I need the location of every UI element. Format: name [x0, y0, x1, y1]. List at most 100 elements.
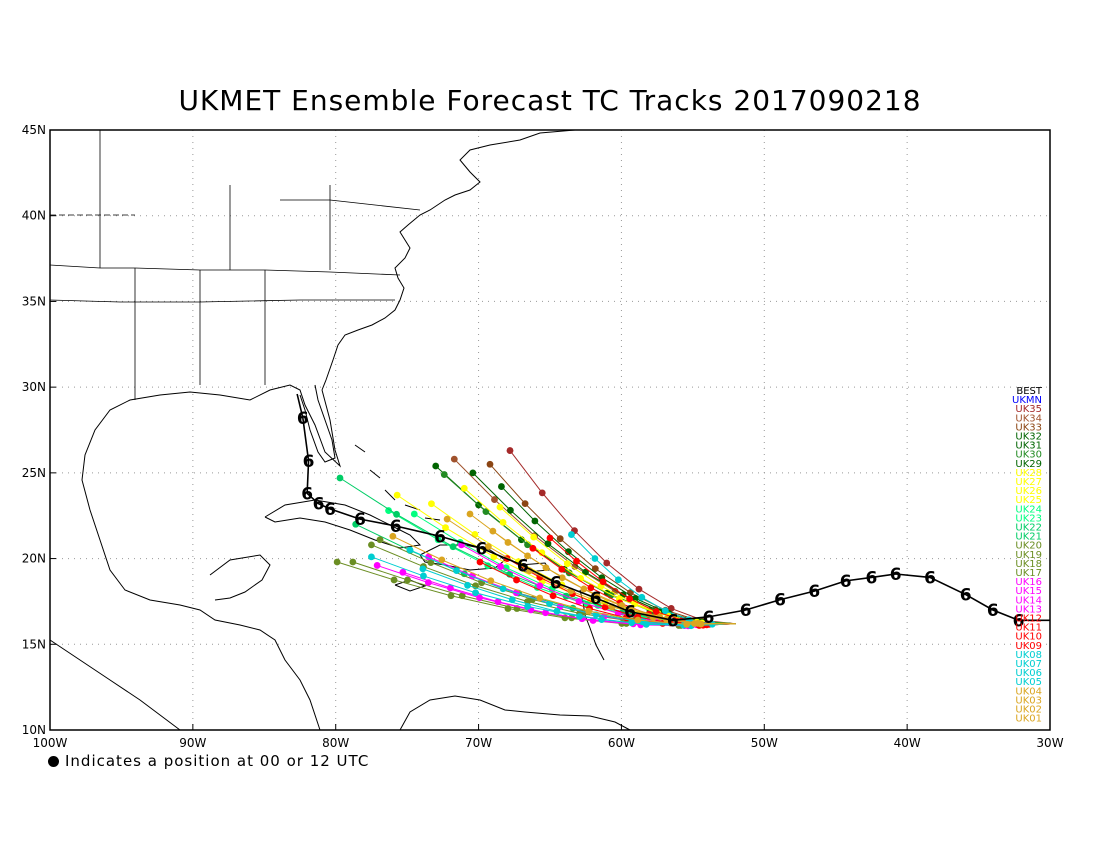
- lat-tick-label: 45N: [22, 123, 46, 137]
- ensemble-position-dot: [472, 589, 479, 597]
- ensemble-position-dot: [390, 576, 398, 584]
- ensemble-legend: BESTUKMNUK35UK34UK33UK32UK31UK30UK29UK28…: [1012, 386, 1043, 725]
- ensemble-position-dot: [504, 539, 512, 546]
- ensemble-position-dot: [447, 592, 455, 600]
- legend-entry: UK26: [1015, 486, 1042, 497]
- legend-entry: UK11: [1015, 623, 1042, 634]
- ensemble-position-dot: [434, 536, 442, 544]
- ensemble-position-dot: [694, 619, 702, 627]
- ensemble-position-dot: [410, 510, 418, 518]
- ensemble-position-dot: [494, 598, 502, 606]
- legend-entry: UK28: [1015, 468, 1042, 479]
- ensemble-position-dot: [438, 556, 446, 564]
- ensemble-position-dot: [499, 585, 507, 593]
- lon-tick-label: 40W: [894, 736, 921, 750]
- legend-entry: UK10: [1015, 632, 1042, 643]
- legend-entry: UK17: [1015, 568, 1042, 579]
- hurricane-symbol-icon: 6: [624, 603, 636, 623]
- map-title: UKMET Ensemble Forecast TC Tracks 201709…: [178, 84, 922, 117]
- ensemble-position-dot: [538, 489, 546, 497]
- ensemble-position-dot: [404, 576, 411, 584]
- hurricane-symbol-icon: 6: [324, 500, 336, 520]
- ensemble-position-dot: [549, 592, 557, 600]
- ensemble-position-dot: [591, 555, 599, 562]
- hurricane-symbol-icon: 6: [434, 527, 446, 547]
- ensemble-position-dot: [352, 520, 360, 528]
- axis-ticks: 100W 90W 80W 70W 60W 50W 40W 30W 10N 15N 20N 25N 30N…: [22, 123, 1064, 750]
- lon-tick-label: 50W: [751, 736, 778, 750]
- hurricane-symbol-icon: 6: [774, 591, 786, 611]
- ensemble-track-line: [469, 513, 736, 625]
- legend-entry: UK21: [1015, 532, 1042, 543]
- ensemble-position-dot: [476, 558, 484, 566]
- hurricane-symbol-icon: 6: [866, 568, 878, 588]
- ensemble-position-dot: [490, 553, 498, 561]
- ensemble-position-dot: [538, 549, 546, 557]
- legend-entry: UK25: [1015, 495, 1042, 506]
- ensemble-position-dot: [661, 607, 669, 615]
- hurricane-symbol-icon: 6: [703, 608, 715, 628]
- lon-tick-label: 90W: [179, 736, 206, 750]
- ensemble-position-dot: [443, 515, 451, 523]
- lat-tick-label: 10N: [22, 723, 46, 737]
- hurricane-symbol-icon: 6: [924, 568, 936, 588]
- legend-entry: UK34: [1015, 413, 1042, 424]
- legend-entry: UK27: [1015, 477, 1042, 488]
- legend-entry: UK18: [1015, 559, 1042, 570]
- hurricane-symbol-icon: 6: [354, 510, 366, 530]
- ensemble-position-dot: [626, 595, 633, 603]
- ensemble-position-dot: [502, 564, 510, 572]
- ensemble-position-dot: [558, 565, 566, 573]
- position-dot-icon: [48, 756, 59, 767]
- ensemble-position-dot: [471, 531, 479, 538]
- ensemble-position-dot: [508, 596, 516, 604]
- ensemble-position-dot: [440, 471, 448, 478]
- ensemble-position-dot: [546, 600, 553, 608]
- hurricane-symbol-icon: 6: [303, 452, 315, 472]
- legend-entry: UK12: [1015, 614, 1042, 625]
- ensemble-position-dot: [524, 603, 531, 610]
- ensemble-track-line: [392, 535, 736, 625]
- legend-entry: UK20: [1015, 541, 1042, 552]
- legend-entry: UK29: [1015, 459, 1042, 470]
- ensemble-position-dot: [450, 455, 458, 463]
- hurricane-symbol-icon: 6: [667, 611, 679, 631]
- ensemble-position-dot: [497, 563, 505, 570]
- hurricane-symbol-icon: 6: [840, 572, 852, 592]
- ensemble-position-dot: [466, 510, 474, 518]
- legend-entry: UK30: [1015, 450, 1042, 461]
- legend-entry: UK31: [1015, 441, 1042, 452]
- ensemble-position-dot: [373, 562, 381, 569]
- legend-entry: UK32: [1015, 432, 1042, 443]
- ensemble-position-dot: [614, 576, 622, 584]
- ensemble-tracks: [333, 447, 736, 630]
- map-frame: [50, 130, 1050, 730]
- ensemble-position-dot: [542, 609, 549, 617]
- ensemble-position-dot: [553, 607, 561, 615]
- legend-entry: UK03: [1015, 695, 1042, 706]
- ensemble-position-dot: [585, 607, 593, 615]
- hurricane-symbol-icon: 6: [297, 409, 309, 429]
- ensemble-position-dot: [385, 507, 392, 514]
- legend-entry: UK05: [1015, 677, 1042, 688]
- lat-tick-label: 40N: [22, 209, 46, 223]
- hurricane-symbol-icon: 6: [517, 556, 529, 576]
- ensemble-position-dot: [548, 585, 556, 593]
- ensemble-position-dot: [513, 576, 520, 584]
- hurricane-symbol-icon: 6: [808, 582, 820, 602]
- hurricane-symbol-icon: 6: [301, 484, 313, 504]
- ensemble-position-dot: [601, 603, 609, 611]
- ensemble-position-dot: [546, 534, 554, 542]
- ensemble-position-dot: [530, 533, 538, 541]
- best-track-line: [296, 393, 1050, 622]
- ensemble-position-dot: [587, 584, 595, 592]
- ensemble-position-dot: [499, 518, 507, 526]
- ensemble-position-dot: [631, 594, 639, 602]
- ensemble-position-dot: [420, 572, 427, 580]
- lon-tick-label: 100W: [33, 736, 68, 750]
- legend-entry: UK09: [1015, 641, 1042, 652]
- ensemble-position-dot: [576, 613, 583, 620]
- lat-tick-label: 25N: [22, 466, 46, 480]
- legend-entry: UK08: [1015, 650, 1042, 661]
